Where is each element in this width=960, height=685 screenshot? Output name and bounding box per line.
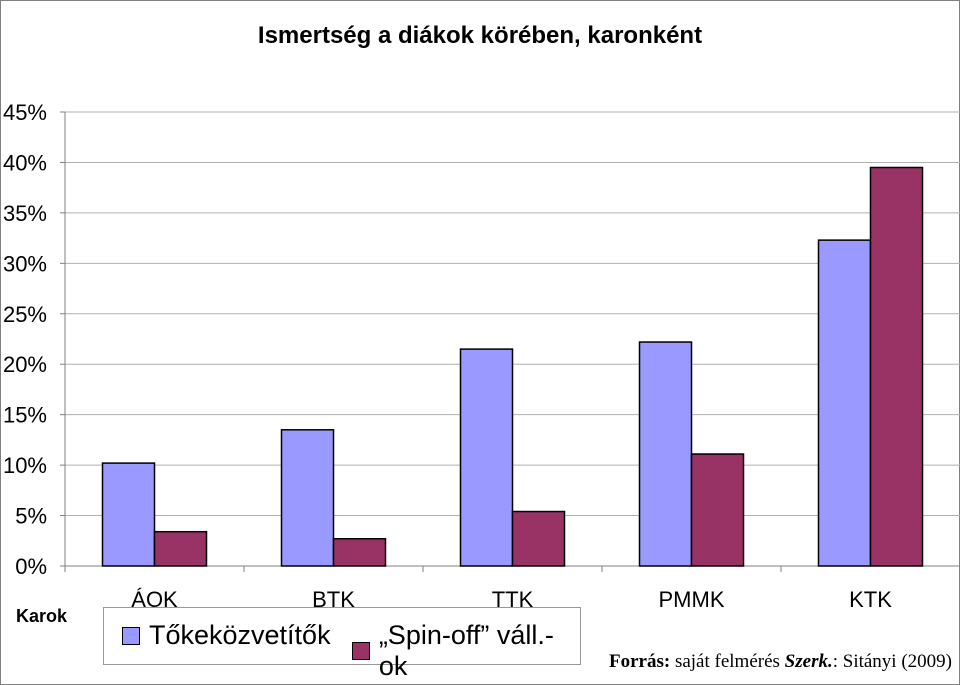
legend-label-series-1: Tőkeközvetítők xyxy=(149,620,331,650)
legend-swatch-series-2 xyxy=(352,642,370,660)
bar-KTK-series-2 xyxy=(869,166,924,567)
bar-BTK-series-2 xyxy=(332,538,387,567)
bar-BTK-series-1 xyxy=(280,429,335,567)
legend: Tőkeközvetítők „Spin-off” váll.-ok xyxy=(103,607,581,681)
bar-PMMK-series-1 xyxy=(638,341,693,567)
source-editor: : Sitányi (2009) xyxy=(832,651,952,672)
bar-TTK-series-2 xyxy=(511,510,566,567)
bar-KTK-series-1 xyxy=(817,239,872,567)
y-tick-label: 45% xyxy=(3,100,47,125)
source-text: saját felmérés xyxy=(674,651,780,672)
legend-label-series-2: „Spin-off” váll.-ok xyxy=(378,620,554,681)
y-tick-label: 15% xyxy=(3,403,47,428)
bar-ÁOK-series-2 xyxy=(153,530,208,567)
bar-TTK-series-1 xyxy=(459,348,514,567)
legend-item-series-1: Tőkeközvetítők xyxy=(122,620,331,651)
legend-swatch-series-1 xyxy=(122,626,140,645)
y-tick-label: 30% xyxy=(3,251,47,276)
x-tick-label: PMMK xyxy=(659,587,725,612)
y-tick-label: 25% xyxy=(3,302,47,327)
source-prefix: Forrás: xyxy=(608,651,671,672)
y-tick-label: 5% xyxy=(15,504,47,529)
y-tick-label: 20% xyxy=(3,352,47,377)
y-tick-label: 35% xyxy=(3,201,47,226)
source-note: Forrás: saját felmérés Szerk.: Sitányi (… xyxy=(609,651,952,673)
y-tick-label: 40% xyxy=(3,150,47,175)
x-axis-label: Karok xyxy=(16,606,68,626)
bar-ÁOK-series-1 xyxy=(101,462,156,567)
source-editor-label: Szerk. xyxy=(784,651,833,672)
chart-title: Ismertség a diákok körében, karonként xyxy=(257,22,703,49)
legend-item-series-2: „Spin-off” váll.-ok xyxy=(352,620,580,682)
y-tick-label: 10% xyxy=(3,453,47,478)
x-tick-label: KTK xyxy=(849,587,892,612)
bar-PMMK-series-2 xyxy=(690,453,745,567)
y-tick-label: 0% xyxy=(15,554,47,579)
